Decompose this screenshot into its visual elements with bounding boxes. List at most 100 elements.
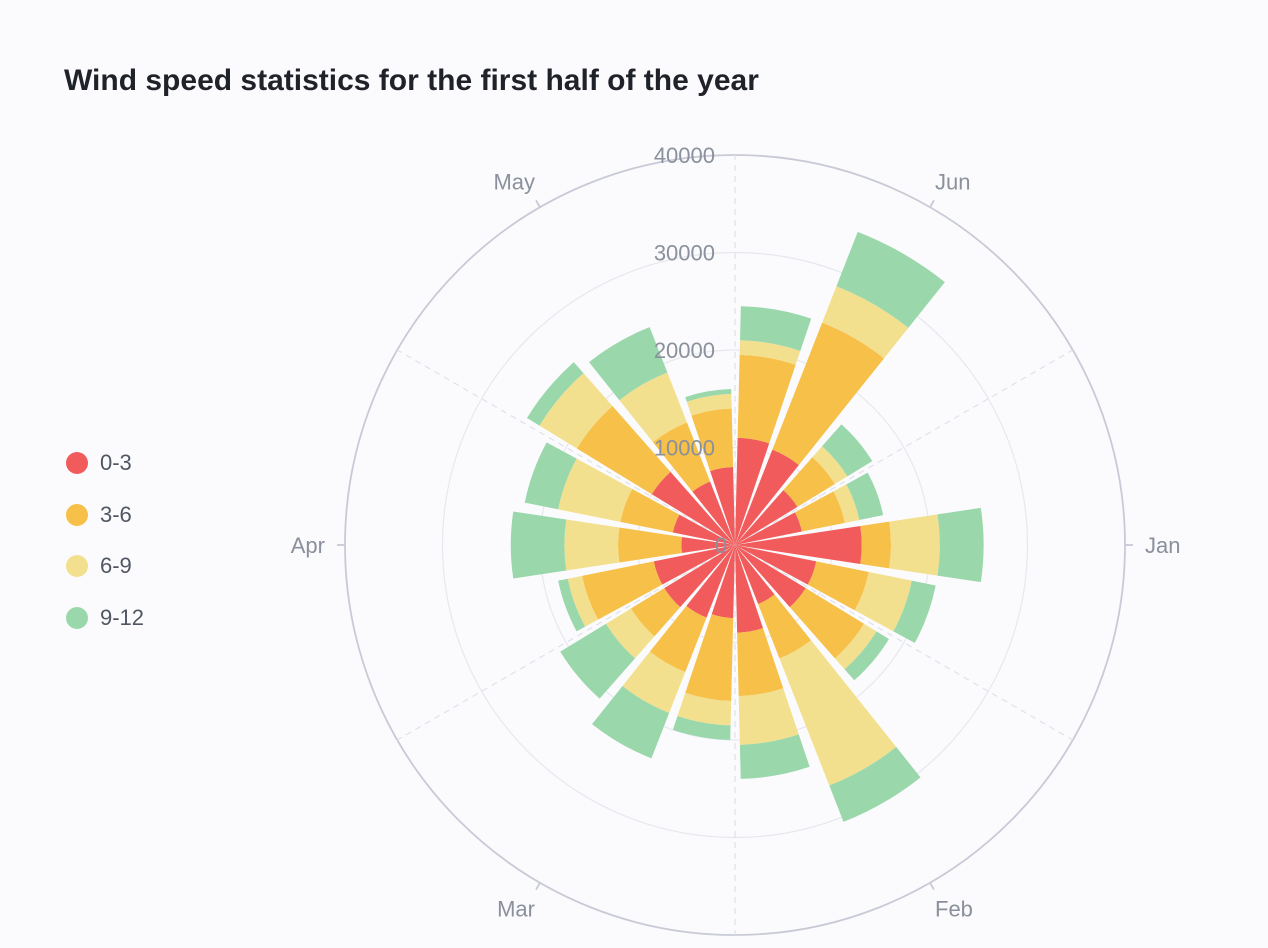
bar-segment-may-2-9-12[interactable] bbox=[589, 327, 668, 401]
bar-segment-jun-2-3-6[interactable] bbox=[772, 322, 885, 465]
bar-segment-feb-3-9-12[interactable] bbox=[739, 734, 810, 779]
bar-segment-jan-1-9-12[interactable] bbox=[846, 472, 884, 520]
bar-segment-jun-1-9-12[interactable] bbox=[740, 306, 812, 351]
bar-segment-may-1-6-9[interactable] bbox=[539, 373, 613, 449]
legend-item-9-12[interactable]: 9-12 bbox=[66, 605, 144, 631]
bar-segment-jan-3-3-6[interactable] bbox=[807, 561, 869, 611]
bar-segment-jun-1-0-3[interactable] bbox=[735, 437, 770, 545]
bar-segment-mar-1-9-12[interactable] bbox=[672, 715, 731, 740]
category-label-jun: Jun bbox=[935, 169, 970, 194]
radial-tick-label: 10000 bbox=[654, 436, 715, 461]
bar-segment-jun-1-3-6[interactable] bbox=[737, 354, 796, 444]
grid-circle bbox=[441, 251, 1029, 839]
category-tick bbox=[929, 882, 935, 891]
axis-labels: Jan Feb Mar Apr May Jun 0 10000 20000 30000 40000 bbox=[291, 143, 1181, 922]
legend-item-0-3[interactable]: 0-3 bbox=[66, 450, 144, 476]
bar-segment-feb-2-9-12[interactable] bbox=[829, 746, 921, 822]
bar-segment-apr-3-9-12[interactable] bbox=[524, 442, 577, 510]
bar-segment-mar-3-0-3[interactable] bbox=[664, 545, 735, 608]
radial-tick-label: 30000 bbox=[654, 241, 715, 266]
bar-segment-may-3-0-3[interactable] bbox=[710, 467, 735, 545]
bar-segment-feb-1-3-6[interactable] bbox=[789, 588, 864, 659]
bar-segment-may-1-3-6[interactable] bbox=[576, 406, 671, 495]
legend-swatch-icon bbox=[66, 503, 88, 526]
bar-segment-apr-1-6-9[interactable] bbox=[567, 575, 599, 627]
bar-segment-apr-1-9-12[interactable] bbox=[558, 578, 586, 632]
bar-segment-mar-1-3-6[interactable] bbox=[685, 614, 734, 701]
bar-segment-may-2-0-3[interactable] bbox=[692, 481, 735, 545]
bar-segment-feb-1-9-12[interactable] bbox=[844, 631, 889, 681]
bar-segment-jan-2-3-6[interactable] bbox=[860, 521, 891, 569]
category-label-mar: Mar bbox=[497, 897, 535, 922]
bar-segment-apr-1-0-3[interactable] bbox=[653, 545, 735, 585]
bar-segment-jan-3-6-9[interactable] bbox=[854, 571, 912, 632]
bar-segment-mar-2-0-3[interactable] bbox=[686, 545, 735, 618]
bar-segment-apr-2-0-3[interactable] bbox=[681, 536, 735, 554]
bar-segment-jun-2-0-3[interactable] bbox=[735, 449, 799, 545]
category-label-may: May bbox=[493, 169, 535, 194]
bar-segment-jan-2-6-9[interactable] bbox=[889, 514, 940, 576]
bar-segment-may-3-9-12[interactable] bbox=[685, 389, 732, 402]
bar-segment-mar-2-6-9[interactable] bbox=[622, 651, 686, 713]
bar-segment-jun-3-0-3[interactable] bbox=[735, 490, 798, 545]
bar-segment-jun-2-9-12[interactable] bbox=[836, 231, 945, 328]
sector-divider-line bbox=[734, 349, 1074, 546]
bar-segment-jun-3-6-9[interactable] bbox=[812, 446, 848, 485]
category-label-jan: Jan bbox=[1145, 533, 1180, 558]
bar-segment-jan-3-0-3[interactable] bbox=[735, 545, 817, 585]
bar-segment-feb-3-3-6[interactable] bbox=[737, 628, 784, 697]
legend: 0-3 3-6 6-9 9-12 bbox=[66, 450, 144, 656]
sector-divider-line bbox=[396, 544, 736, 741]
bar-segment-apr-2-3-6[interactable] bbox=[618, 527, 682, 563]
bar-segment-apr-1-3-6[interactable] bbox=[582, 561, 663, 620]
bar-segment-may-3-3-6[interactable] bbox=[691, 408, 734, 472]
bar-segment-may-2-3-6[interactable] bbox=[652, 422, 711, 492]
bar-segment-jan-1-0-3[interactable] bbox=[735, 512, 802, 545]
bar-segment-apr-3-0-3[interactable] bbox=[672, 514, 735, 545]
bar-segment-feb-3-0-3[interactable] bbox=[735, 545, 763, 633]
category-tick bbox=[929, 199, 935, 208]
radial-tick-label: 40000 bbox=[654, 143, 715, 168]
bar-segment-may-1-9-12[interactable] bbox=[526, 362, 584, 426]
bar-segment-jun-3-3-6[interactable] bbox=[783, 457, 835, 507]
bar-segment-mar-1-0-3[interactable] bbox=[711, 545, 735, 619]
legend-swatch-icon bbox=[66, 555, 88, 577]
bar-segment-apr-3-3-6[interactable] bbox=[620, 488, 680, 533]
bar-segment-mar-1-6-9[interactable] bbox=[677, 692, 732, 726]
bar-segment-feb-2-6-9[interactable] bbox=[779, 640, 897, 786]
bar-segment-apr-3-6-9[interactable] bbox=[558, 458, 633, 522]
category-label-feb: Feb bbox=[935, 897, 973, 922]
bar-segment-feb-1-6-9[interactable] bbox=[834, 623, 877, 670]
bar-segment-may-3-6-9[interactable] bbox=[686, 393, 732, 416]
bar-segment-mar-2-9-12[interactable] bbox=[592, 685, 670, 759]
bar-segment-feb-3-6-9[interactable] bbox=[738, 688, 799, 745]
category-tick bbox=[535, 882, 541, 891]
bar-segment-mar-3-6-9[interactable] bbox=[606, 608, 655, 659]
category-label-apr: Apr bbox=[291, 533, 325, 558]
bar-segment-feb-2-0-3[interactable] bbox=[735, 545, 775, 605]
bar-segment-may-2-6-9[interactable] bbox=[619, 372, 687, 443]
bar-segment-jun-2-6-9[interactable] bbox=[822, 286, 909, 359]
radial-tick-label: 0 bbox=[715, 533, 727, 558]
bar-segment-jan-1-3-6[interactable] bbox=[794, 491, 845, 532]
bar-segment-jun-3-9-12[interactable] bbox=[822, 424, 873, 477]
bar-segment-apr-2-9-12[interactable] bbox=[510, 511, 567, 579]
bar-segment-mar-3-9-12[interactable] bbox=[560, 623, 636, 699]
legend-item-3-6[interactable]: 3-6 bbox=[66, 502, 144, 528]
bar-segment-jan-3-9-12[interactable] bbox=[893, 580, 936, 644]
polar-bars bbox=[510, 231, 984, 822]
bar-segment-feb-1-0-3[interactable] bbox=[735, 545, 806, 608]
bar-segment-jan-2-0-3[interactable] bbox=[735, 526, 862, 564]
bar-segment-mar-2-3-6[interactable] bbox=[649, 605, 707, 673]
legend-item-6-9[interactable]: 6-9 bbox=[66, 553, 144, 579]
bar-segment-may-1-0-3[interactable] bbox=[651, 471, 735, 545]
bar-segment-feb-2-3-6[interactable] bbox=[758, 594, 812, 659]
bar-segment-jan-1-6-9[interactable] bbox=[833, 484, 860, 523]
legend-label: 6-9 bbox=[100, 553, 132, 578]
bar-segment-jun-1-6-9[interactable] bbox=[739, 340, 801, 365]
chart-title: Wind speed statistics for the first half… bbox=[64, 64, 759, 97]
bar-segment-jan-2-9-12[interactable] bbox=[937, 507, 984, 583]
bar-segment-mar-3-3-6[interactable] bbox=[630, 588, 681, 637]
bar-segment-apr-2-6-9[interactable] bbox=[564, 519, 620, 571]
